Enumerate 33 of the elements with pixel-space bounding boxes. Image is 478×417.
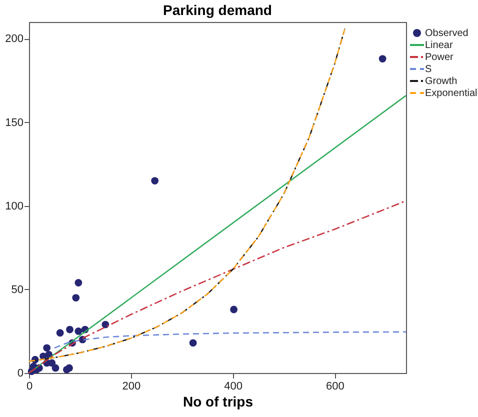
point — [189, 339, 197, 347]
point — [378, 55, 386, 62]
y-tick-label: 150 — [5, 116, 24, 129]
point — [230, 306, 238, 314]
point — [102, 320, 110, 328]
point — [151, 177, 159, 184]
y-tick-label: 50 — [11, 284, 24, 296]
x-tick-label: 400 — [224, 380, 242, 392]
legend-label: Growth — [425, 76, 458, 86]
point — [43, 344, 51, 352]
point — [74, 328, 82, 335]
y-tick-label: 200 — [5, 33, 24, 46]
point — [62, 366, 70, 374]
point — [56, 329, 64, 337]
point — [74, 279, 82, 286]
line-series — [54, 331, 407, 349]
legend-label: Linear — [425, 40, 453, 50]
point — [48, 359, 56, 367]
x-tick-label: 600 — [326, 380, 344, 392]
y-tick-label: 100 — [5, 200, 24, 212]
point — [72, 294, 80, 302]
legend-label: S — [425, 64, 432, 74]
y-tick-label: 0 — [17, 368, 24, 380]
line-series — [28, 200, 407, 374]
x-tick-label: 0 — [26, 380, 33, 392]
x-tick-label: 200 — [122, 380, 141, 392]
line-series — [28, 28, 346, 362]
legend-label: Power — [425, 52, 454, 62]
legend-label: Observed — [425, 28, 468, 38]
chart-title: Parking demand — [163, 2, 272, 18]
legend-label: Exponential — [425, 88, 478, 98]
point — [66, 326, 74, 334]
x-axis-title: No of trips — [183, 394, 254, 410]
